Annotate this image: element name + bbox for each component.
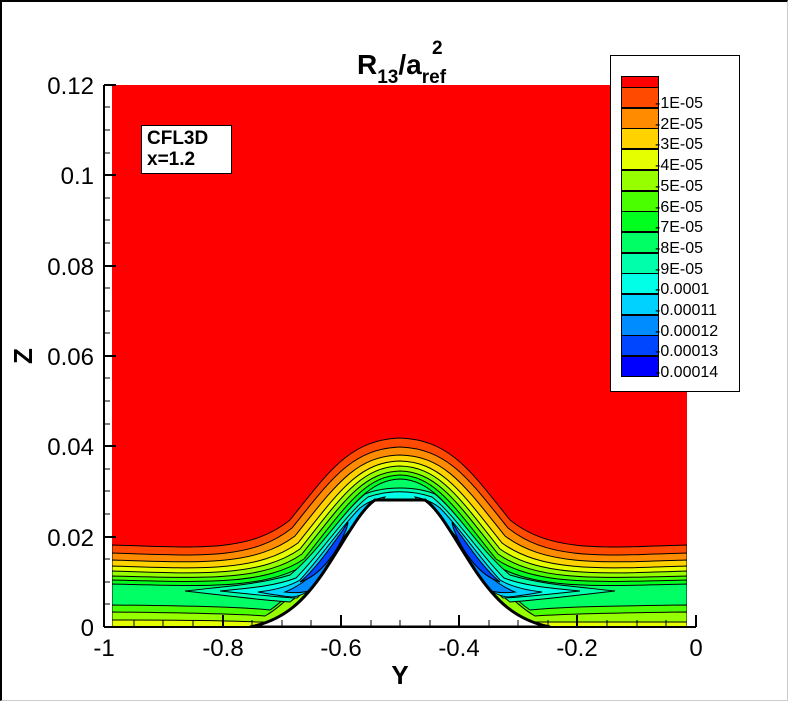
legend-label: -4E-05 [655, 157, 704, 175]
svg-text:0: 0 [81, 615, 94, 642]
annotation-station: x=1.2 [147, 149, 196, 170]
legend-item: -0.00012 [611, 314, 741, 340]
svg-text:0: 0 [689, 635, 702, 662]
svg-text:0.1: 0.1 [61, 163, 94, 190]
svg-text:0.08: 0.08 [47, 254, 94, 281]
legend-item: -0.0001 [611, 273, 741, 298]
chart-title: R13/aref2 [357, 38, 447, 88]
svg-text:-0.4: -0.4 [438, 635, 479, 662]
legend-swatch [621, 169, 659, 191]
svg-text:-0.8: -0.8 [202, 635, 243, 662]
legend-label: -0.00011 [655, 302, 717, 319]
legend-swatch [621, 190, 659, 212]
legend-item: -0.00011 [611, 294, 741, 319]
legend-label: -0.00014 [655, 364, 719, 382]
legend-swatch [621, 356, 659, 378]
legend-swatch [621, 149, 659, 171]
legend-item: -0.00013 [611, 335, 741, 360]
svg-text:0.02: 0.02 [47, 525, 94, 552]
svg-text:0.06: 0.06 [47, 344, 94, 371]
legend-label: -2E-05 [655, 115, 704, 133]
legend-label: -0.00013 [655, 343, 719, 361]
contour-fill [112, 85, 687, 627]
legend-label: -3E-05 [655, 136, 704, 154]
svg-text:0.12: 0.12 [47, 73, 94, 100]
legend-item: -6E-05 [611, 190, 741, 216]
svg-text:-0.6: -0.6 [320, 635, 361, 662]
y-tick-labels: 0 0.02 0.04 0.06 0.08 0.1 0.12 [47, 73, 94, 642]
legend-label: -7E-05 [655, 219, 704, 237]
svg-text:-1: -1 [93, 635, 114, 662]
legend-label: -1E-05 [655, 95, 704, 112]
legend-label: -6E-05 [655, 198, 704, 216]
legend-item: -3E-05 [611, 128, 741, 153]
legend-swatch [621, 273, 659, 295]
legend-swatch [621, 314, 659, 336]
y-axis [103, 84, 116, 627]
legend-item: -8E-05 [611, 231, 741, 257]
legend-item: -0.00014 [611, 356, 741, 381]
legend-label: -9E-05 [655, 260, 704, 278]
legend-swatch [621, 294, 659, 315]
legend-item: -7E-05 [611, 211, 741, 236]
legend-swatch [621, 128, 659, 150]
legend-item: -2E-05 [611, 107, 741, 133]
legend-swatch [621, 211, 659, 233]
legend-label: -5E-05 [655, 177, 704, 195]
legend-item: -5E-05 [611, 169, 741, 195]
legend-label: -8E-05 [655, 239, 704, 257]
legend-item: -4E-05 [611, 149, 741, 174]
x-tick-labels: -1 -0.8 -0.6 -0.4 -0.2 0 [93, 635, 702, 662]
legend-item: -1E-05 [611, 87, 741, 112]
x-axis-title: Y [391, 660, 408, 690]
annotation-solver: CFL3D [147, 128, 209, 149]
x-axis [103, 615, 697, 628]
color-legend: -1E-05 -2E-05 -3E-05 -4E-05 -5E-05 -6E-05 -7E-… [610, 55, 740, 392]
legend-item: -9E-05 [611, 252, 741, 278]
svg-text:0.04: 0.04 [47, 434, 94, 461]
annotation-box: CFL3D x=1.2 [141, 125, 232, 174]
legend-swatch [621, 252, 659, 274]
legend-label: -0.00012 [655, 322, 719, 340]
legend-label: -0.0001 [655, 281, 710, 299]
legend-swatch [621, 107, 659, 129]
legend-swatch [621, 335, 659, 357]
svg-text:-0.2: -0.2 [556, 635, 597, 662]
legend-swatch [621, 87, 659, 108]
legend-swatch [621, 231, 659, 253]
y-axis-title: Z [8, 348, 38, 364]
